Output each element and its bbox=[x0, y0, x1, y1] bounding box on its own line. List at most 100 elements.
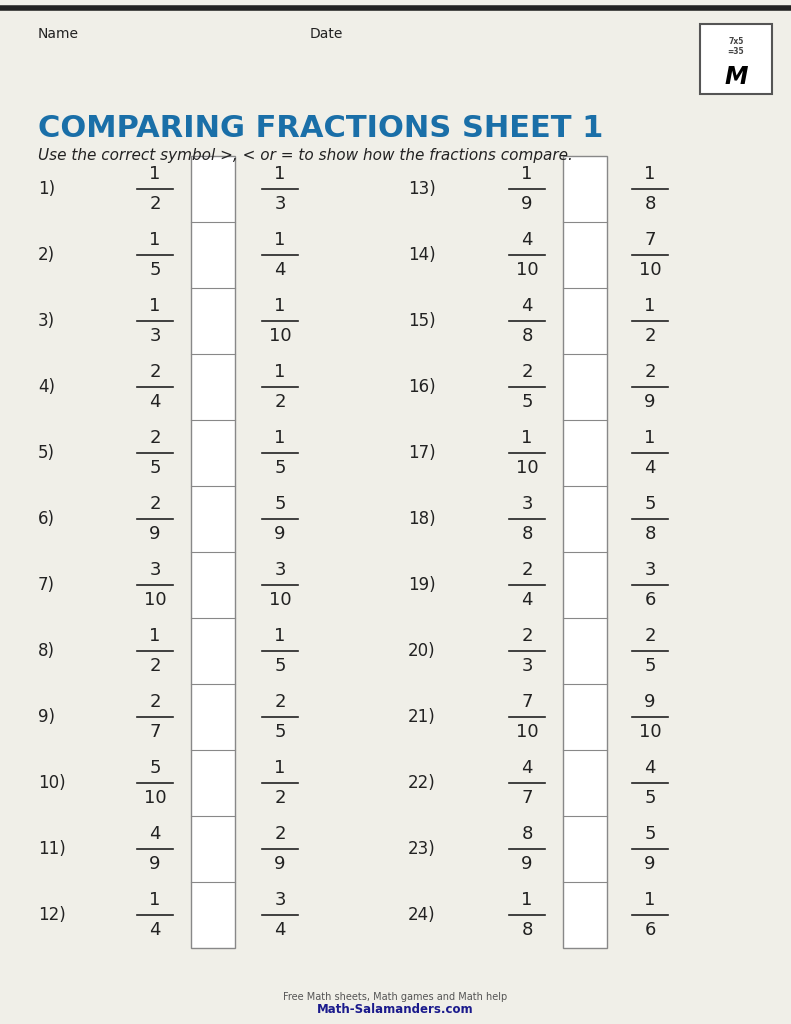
Text: 11): 11) bbox=[38, 840, 66, 858]
Text: 4: 4 bbox=[149, 825, 161, 843]
Text: 1: 1 bbox=[149, 627, 161, 645]
Text: 4: 4 bbox=[521, 759, 533, 777]
Text: 2: 2 bbox=[644, 627, 656, 645]
Text: 3): 3) bbox=[38, 312, 55, 330]
Text: 13): 13) bbox=[408, 180, 436, 198]
Text: 2: 2 bbox=[644, 327, 656, 345]
Text: 2: 2 bbox=[149, 429, 161, 447]
Text: 5: 5 bbox=[274, 657, 286, 675]
Text: 1: 1 bbox=[274, 362, 286, 381]
Text: 5): 5) bbox=[38, 444, 55, 462]
Text: 3: 3 bbox=[521, 495, 533, 513]
Text: 10: 10 bbox=[638, 261, 661, 279]
Text: 4: 4 bbox=[521, 231, 533, 249]
Text: 10: 10 bbox=[516, 459, 539, 477]
Text: 2: 2 bbox=[149, 362, 161, 381]
Text: 1): 1) bbox=[38, 180, 55, 198]
Text: 9: 9 bbox=[644, 693, 656, 711]
Text: 5: 5 bbox=[149, 459, 161, 477]
Text: 3: 3 bbox=[521, 657, 533, 675]
Text: 1: 1 bbox=[149, 165, 161, 183]
Text: 4: 4 bbox=[521, 591, 533, 609]
Text: 1: 1 bbox=[274, 759, 286, 777]
Text: 2: 2 bbox=[149, 693, 161, 711]
Text: 5: 5 bbox=[521, 393, 533, 411]
Text: 1: 1 bbox=[274, 231, 286, 249]
Text: 6): 6) bbox=[38, 510, 55, 528]
Bar bbox=[563, 156, 607, 948]
Text: Free Math sheets, Math games and Math help: Free Math sheets, Math games and Math he… bbox=[283, 992, 508, 1002]
Text: 6: 6 bbox=[645, 591, 656, 609]
Text: 1: 1 bbox=[521, 429, 532, 447]
Text: 3: 3 bbox=[274, 891, 286, 909]
Text: 9: 9 bbox=[644, 393, 656, 411]
Text: 4: 4 bbox=[274, 921, 286, 939]
Text: 2: 2 bbox=[644, 362, 656, 381]
Text: 14): 14) bbox=[408, 246, 436, 264]
Bar bbox=[191, 156, 235, 948]
Text: 5: 5 bbox=[274, 495, 286, 513]
Text: 3: 3 bbox=[149, 327, 161, 345]
Text: 20): 20) bbox=[408, 642, 436, 660]
Text: COMPARING FRACTIONS SHEET 1: COMPARING FRACTIONS SHEET 1 bbox=[38, 114, 604, 143]
Text: 6: 6 bbox=[645, 921, 656, 939]
Text: Use the correct symbol >, < or = to show how the fractions compare.: Use the correct symbol >, < or = to show… bbox=[38, 148, 573, 163]
Text: 24): 24) bbox=[408, 906, 436, 924]
Text: 2: 2 bbox=[521, 627, 533, 645]
Text: 18): 18) bbox=[408, 510, 436, 528]
Text: 9: 9 bbox=[644, 855, 656, 873]
Text: Date: Date bbox=[310, 27, 343, 41]
Text: 1: 1 bbox=[521, 165, 532, 183]
Text: 10: 10 bbox=[638, 723, 661, 741]
Text: 2: 2 bbox=[149, 657, 161, 675]
Text: 1: 1 bbox=[645, 891, 656, 909]
Text: 4): 4) bbox=[38, 378, 55, 396]
Text: 4: 4 bbox=[149, 921, 161, 939]
Text: 9: 9 bbox=[274, 855, 286, 873]
Text: 9: 9 bbox=[149, 525, 161, 543]
Text: 2: 2 bbox=[149, 495, 161, 513]
Text: 7: 7 bbox=[644, 231, 656, 249]
Text: 5: 5 bbox=[274, 459, 286, 477]
Text: 7): 7) bbox=[38, 575, 55, 594]
Text: 2: 2 bbox=[274, 693, 286, 711]
Text: 1: 1 bbox=[274, 297, 286, 315]
Text: 1: 1 bbox=[645, 297, 656, 315]
Text: 7x5
=35: 7x5 =35 bbox=[728, 37, 744, 56]
Text: 4: 4 bbox=[644, 459, 656, 477]
Text: 22): 22) bbox=[408, 774, 436, 792]
Text: 5: 5 bbox=[644, 825, 656, 843]
Text: 1: 1 bbox=[645, 429, 656, 447]
Text: 2: 2 bbox=[521, 362, 533, 381]
Text: 1: 1 bbox=[645, 165, 656, 183]
Text: 10: 10 bbox=[144, 790, 166, 807]
Text: Name: Name bbox=[38, 27, 79, 41]
Text: 2: 2 bbox=[521, 561, 533, 579]
Text: 9: 9 bbox=[521, 855, 533, 873]
Text: M: M bbox=[725, 65, 747, 88]
Text: 1: 1 bbox=[274, 627, 286, 645]
Text: 10: 10 bbox=[516, 723, 539, 741]
Text: 7: 7 bbox=[521, 790, 533, 807]
Text: 9: 9 bbox=[149, 855, 161, 873]
Text: 4: 4 bbox=[274, 261, 286, 279]
Text: 23): 23) bbox=[408, 840, 436, 858]
Text: 15): 15) bbox=[408, 312, 436, 330]
Text: 4: 4 bbox=[644, 759, 656, 777]
Text: 2): 2) bbox=[38, 246, 55, 264]
Text: 10: 10 bbox=[269, 591, 291, 609]
Text: 8: 8 bbox=[645, 195, 656, 213]
Text: 1: 1 bbox=[521, 891, 532, 909]
Text: 8: 8 bbox=[645, 525, 656, 543]
Text: 8: 8 bbox=[521, 825, 532, 843]
Text: 5: 5 bbox=[274, 723, 286, 741]
Text: 7: 7 bbox=[521, 693, 533, 711]
Text: 4: 4 bbox=[149, 393, 161, 411]
Text: 8): 8) bbox=[38, 642, 55, 660]
Text: 10: 10 bbox=[269, 327, 291, 345]
Text: 19): 19) bbox=[408, 575, 436, 594]
Text: 10: 10 bbox=[516, 261, 539, 279]
Text: 5: 5 bbox=[149, 759, 161, 777]
Text: 2: 2 bbox=[274, 393, 286, 411]
Text: 1: 1 bbox=[149, 231, 161, 249]
